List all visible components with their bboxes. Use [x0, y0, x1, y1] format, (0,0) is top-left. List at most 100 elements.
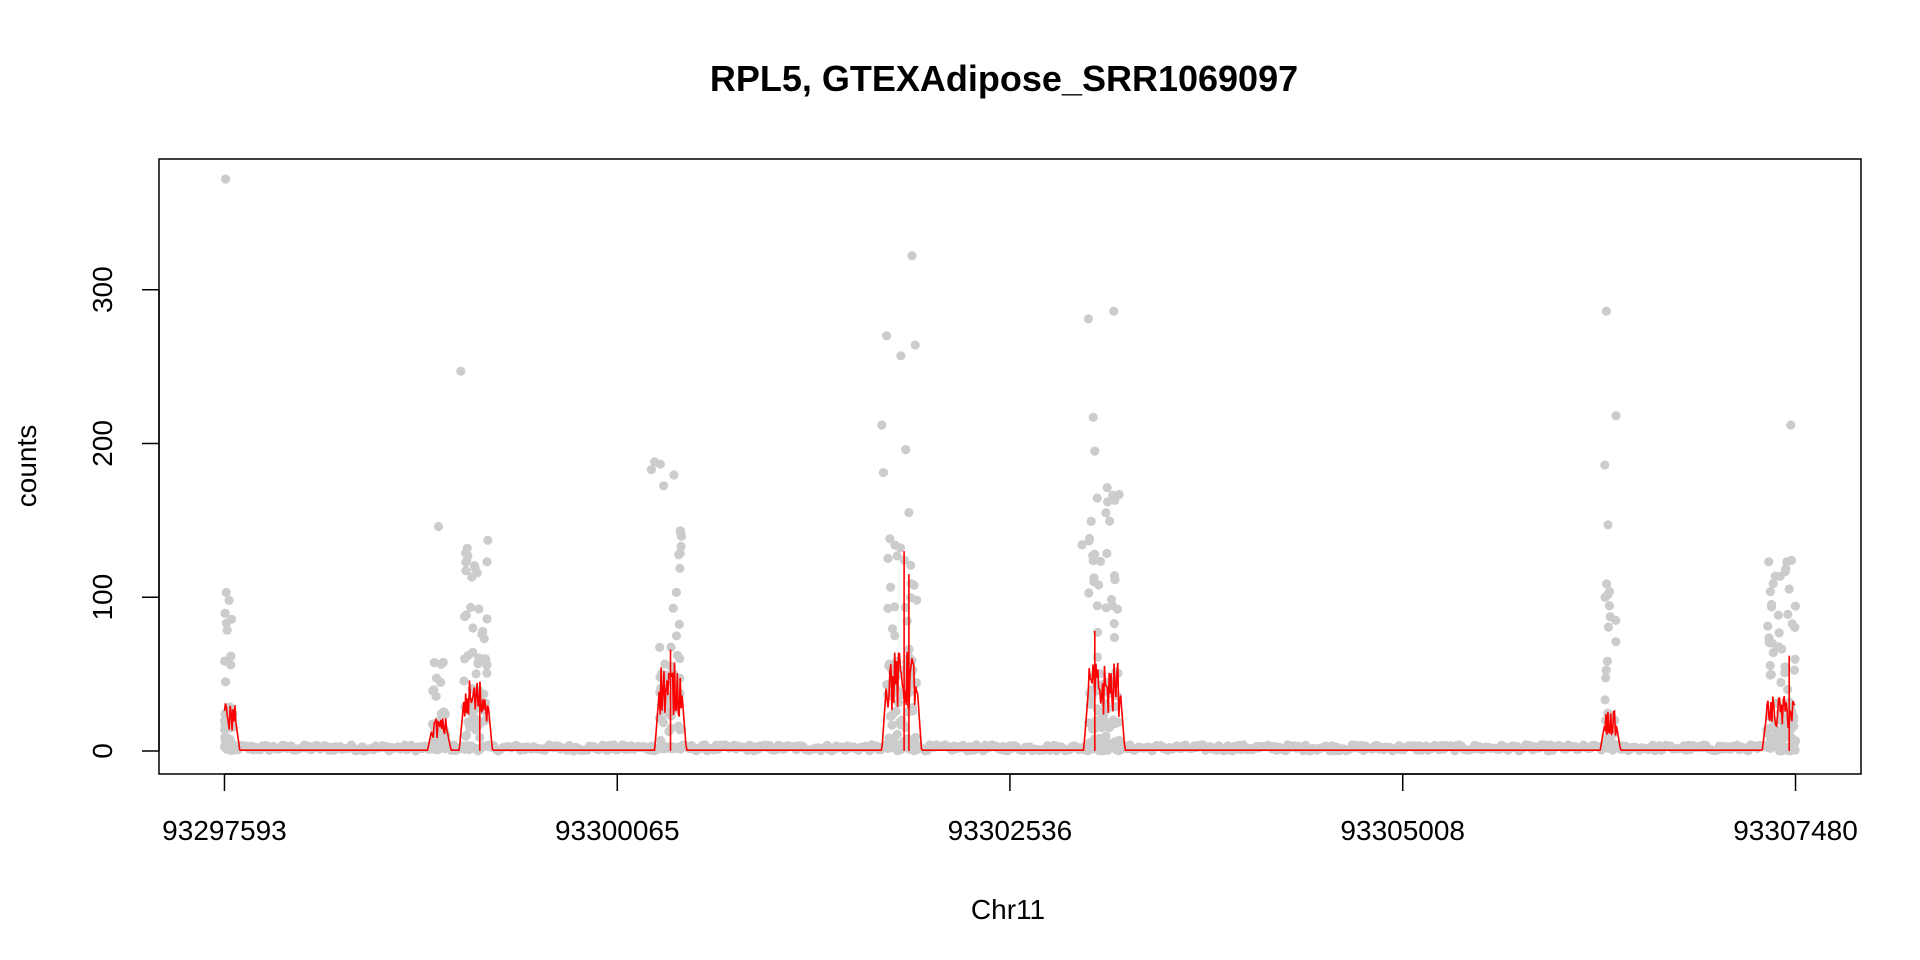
data-point	[474, 604, 484, 614]
x-tick-label: 93300065	[555, 815, 680, 846]
data-point	[482, 660, 492, 670]
data-point	[1603, 520, 1613, 530]
data-point	[908, 706, 918, 716]
data-point	[896, 351, 906, 361]
data-point	[1111, 667, 1121, 677]
data-point	[1604, 601, 1614, 611]
data-point	[440, 709, 450, 719]
data-point	[1101, 731, 1111, 741]
data-point	[224, 595, 234, 606]
data-point	[436, 659, 446, 670]
data-point	[904, 507, 914, 518]
data-point	[1603, 622, 1614, 632]
data-point	[1602, 656, 1612, 666]
data-point	[657, 715, 667, 725]
data-point	[1611, 615, 1621, 626]
data-point	[675, 653, 685, 664]
data-point	[1110, 575, 1120, 585]
data-point	[1102, 548, 1112, 559]
data-point	[470, 563, 480, 573]
data-point	[1095, 556, 1106, 567]
data-point	[1783, 609, 1793, 620]
data-point	[1763, 621, 1773, 631]
data-point	[468, 623, 478, 633]
data-point	[676, 531, 687, 541]
data-point	[1109, 306, 1119, 316]
data-point	[1774, 628, 1784, 638]
data-point	[890, 602, 900, 612]
data-point	[1601, 665, 1611, 675]
data-point	[1775, 743, 1785, 753]
data-point	[436, 677, 446, 688]
data-point	[676, 541, 686, 551]
data-point	[1086, 516, 1096, 527]
data-point	[1789, 665, 1799, 675]
data-point	[1105, 516, 1115, 526]
data-point	[1766, 599, 1777, 610]
data-point	[1088, 556, 1098, 566]
data-point	[1777, 644, 1787, 654]
data-point	[221, 174, 231, 184]
data-point	[886, 582, 896, 592]
data-point	[1789, 715, 1799, 725]
data-point	[1084, 588, 1094, 598]
data-point	[221, 677, 231, 687]
data-point	[676, 724, 686, 734]
data-point	[1765, 670, 1775, 680]
data-point	[1611, 637, 1621, 647]
data-point	[471, 669, 481, 679]
data-point	[1600, 592, 1610, 603]
data-point	[650, 457, 660, 467]
data-point	[1600, 460, 1610, 470]
data-point	[1109, 632, 1120, 643]
data-point	[1092, 704, 1102, 714]
data-point	[669, 470, 679, 480]
x-tick-label: 93297593	[162, 815, 287, 846]
data-point	[430, 744, 440, 755]
data-point	[483, 535, 493, 545]
data-point	[221, 587, 231, 598]
fit-line	[223, 551, 1796, 751]
data-point	[1611, 411, 1621, 421]
data-point	[1786, 420, 1796, 430]
data-point	[1094, 746, 1104, 756]
data-point	[459, 676, 469, 686]
data-point	[460, 654, 470, 664]
data-point	[895, 717, 905, 727]
data-point	[672, 743, 682, 754]
data-point	[910, 340, 920, 350]
data-point	[878, 468, 889, 478]
data-point	[1790, 736, 1801, 746]
data-point	[461, 557, 471, 567]
data-point	[461, 731, 471, 741]
data-point	[1765, 587, 1775, 597]
data-point	[428, 686, 438, 696]
data-point	[1768, 734, 1778, 744]
data-point	[907, 251, 917, 261]
data-point	[1611, 743, 1621, 753]
data-point	[877, 420, 887, 430]
data-point	[222, 625, 232, 635]
data-point	[906, 593, 916, 603]
data-point	[482, 614, 492, 624]
y-tick-label: 0	[87, 743, 118, 759]
data-point	[887, 720, 897, 730]
data-point	[1778, 728, 1788, 738]
data-point	[226, 651, 236, 661]
data-point	[1098, 722, 1109, 732]
data-point	[461, 566, 471, 576]
data-point	[901, 445, 911, 455]
data-point	[220, 608, 230, 618]
data-point	[1091, 720, 1101, 730]
data-point	[1790, 654, 1800, 664]
data-point	[1090, 446, 1100, 456]
data-point	[460, 612, 470, 622]
data-point	[1790, 622, 1800, 633]
data-point	[227, 614, 237, 624]
data-point	[883, 553, 893, 564]
data-point	[674, 619, 684, 630]
data-point	[1083, 314, 1093, 324]
data-point	[471, 744, 481, 754]
data-point	[456, 366, 466, 376]
data-point	[900, 602, 911, 613]
